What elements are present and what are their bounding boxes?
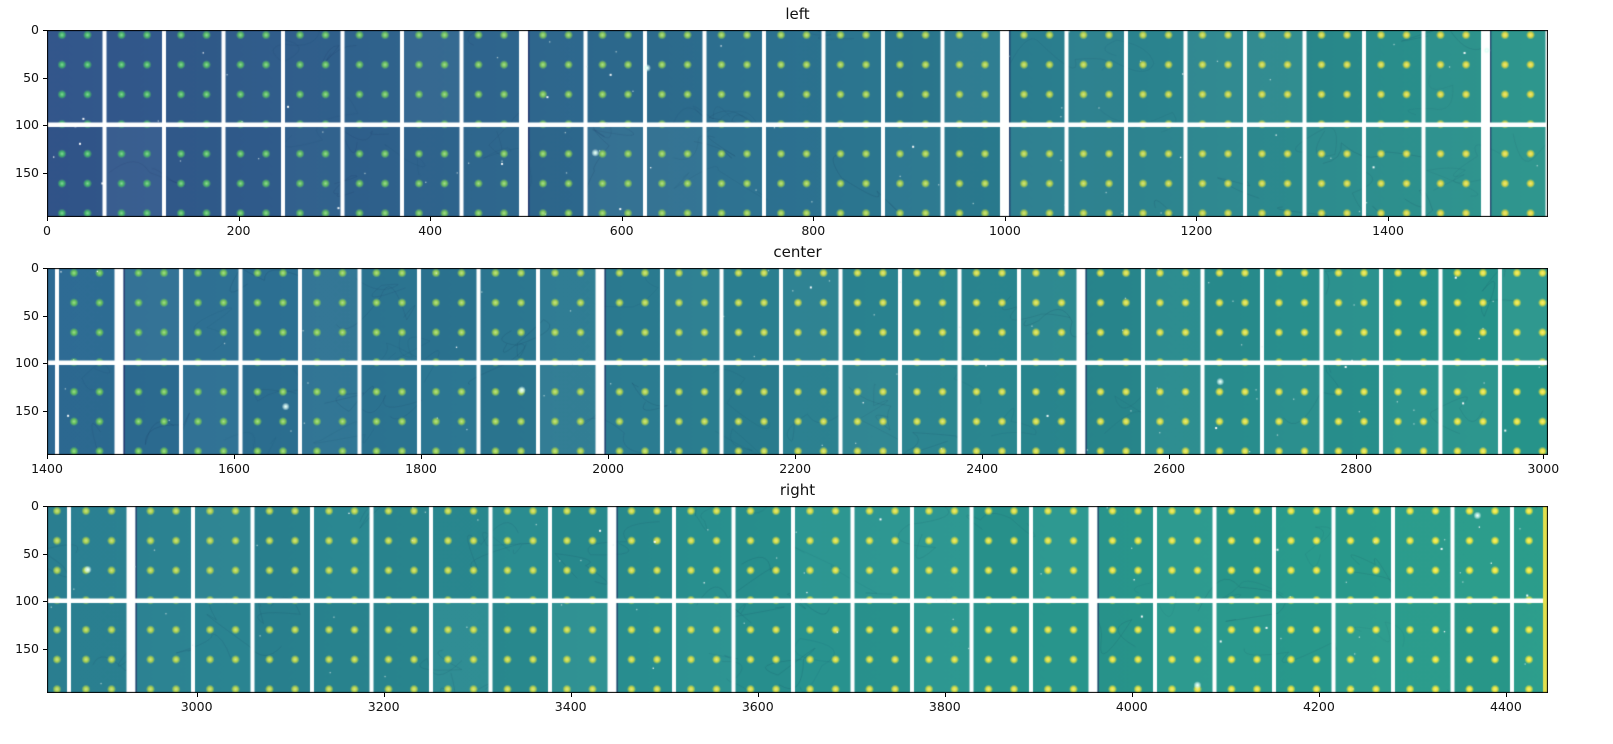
panel-center-title: center bbox=[773, 243, 822, 261]
x-tick-label: 600 bbox=[609, 223, 634, 238]
x-tick-label: 2800 bbox=[1340, 461, 1373, 476]
x-tick-mark bbox=[757, 693, 759, 697]
y-tick-mark bbox=[43, 30, 47, 31]
x-tick-mark bbox=[982, 455, 984, 459]
x-tick-label: 1400 bbox=[1372, 223, 1404, 238]
x-tick-label: 800 bbox=[801, 223, 826, 238]
x-tick-label: 400 bbox=[418, 223, 443, 238]
panel-left-image bbox=[47, 30, 1548, 217]
x-tick-mark bbox=[570, 693, 572, 697]
x-tick-mark bbox=[47, 217, 48, 221]
panel-center-image bbox=[47, 268, 1548, 455]
y-tick-label: 50 bbox=[23, 69, 39, 85]
y-tick-label: 100 bbox=[15, 593, 39, 609]
panel-center: center 1400 1600 1800 2000 2200 2400 2600 2800 3… bbox=[0, 238, 1613, 476]
panel-right: right 3000 3200 3400 3600 3800 4000 4200 4400 0 5… bbox=[0, 476, 1613, 714]
y-tick-label: 50 bbox=[23, 545, 39, 561]
x-tick-label: 3200 bbox=[367, 699, 400, 714]
x-tick-label: 1800 bbox=[405, 461, 437, 476]
x-tick-mark bbox=[1505, 693, 1507, 697]
x-tick-label: 1400 bbox=[31, 461, 63, 476]
x-tick-mark bbox=[795, 455, 797, 459]
x-tick-mark bbox=[813, 217, 815, 221]
y-tick-label: 150 bbox=[15, 641, 39, 657]
x-tick-label: 2600 bbox=[1153, 461, 1186, 476]
y-tick-label: 100 bbox=[15, 355, 39, 371]
x-tick-mark bbox=[1004, 217, 1006, 221]
y-tick-mark bbox=[43, 411, 47, 413]
x-tick-label: 1200 bbox=[1180, 223, 1213, 238]
x-tick-mark bbox=[621, 217, 623, 221]
y-tick-mark bbox=[43, 363, 47, 365]
x-tick-label: 3000 bbox=[1527, 461, 1560, 476]
x-tick-label: 2200 bbox=[779, 461, 812, 476]
x-tick-label: 4400 bbox=[1490, 699, 1522, 714]
x-tick-mark bbox=[234, 455, 236, 459]
y-tick-mark bbox=[43, 77, 47, 79]
x-tick-label: 4000 bbox=[1115, 699, 1148, 714]
y-tick-label: 0 bbox=[31, 260, 39, 275]
y-tick-mark bbox=[43, 125, 47, 127]
x-tick-label: 3400 bbox=[554, 699, 587, 714]
x-tick-mark bbox=[430, 217, 432, 221]
y-tick-mark bbox=[43, 601, 47, 603]
x-tick-mark bbox=[1131, 693, 1133, 697]
x-tick-label: 3600 bbox=[741, 699, 774, 714]
y-tick-label: 100 bbox=[15, 117, 39, 133]
x-tick-mark bbox=[421, 455, 423, 459]
x-tick-label: 200 bbox=[226, 223, 251, 238]
y-tick-mark bbox=[43, 173, 47, 175]
y-tick-label: 0 bbox=[31, 22, 39, 37]
x-tick-label: 2400 bbox=[966, 461, 999, 476]
y-tick-label: 150 bbox=[15, 165, 39, 181]
y-tick-mark bbox=[43, 315, 47, 317]
x-tick-label: 1000 bbox=[988, 223, 1021, 238]
x-tick-mark bbox=[608, 455, 610, 459]
panel-center-plot: 1400 1600 1800 2000 2200 2400 2600 2800 3000 0 50 1… bbox=[15, 260, 1559, 476]
y-tick-mark bbox=[43, 649, 47, 651]
panel-left: left 0 200 400 600 800 1000 1200 1400 0 50 100 150 bbox=[0, 0, 1613, 238]
y-tick-label: 50 bbox=[23, 307, 39, 323]
x-tick-label: 0 bbox=[43, 223, 51, 238]
x-tick-mark bbox=[196, 693, 198, 697]
panel-left-plot: 0 200 400 600 800 1000 1200 1400 0 50 100 150 bbox=[15, 22, 1548, 238]
x-tick-mark bbox=[944, 693, 946, 697]
x-tick-mark bbox=[1388, 217, 1390, 221]
x-tick-mark bbox=[1196, 217, 1198, 221]
y-tick-mark bbox=[43, 553, 47, 555]
y-tick-mark bbox=[43, 268, 47, 269]
panel-right-plot: 3000 3200 3400 3600 3800 4000 4200 4400 0 50 100 15… bbox=[15, 498, 1548, 714]
x-tick-label: 4200 bbox=[1302, 699, 1335, 714]
panel-right-title: right bbox=[779, 481, 816, 499]
x-tick-label: 2000 bbox=[592, 461, 625, 476]
y-tick-label: 150 bbox=[15, 403, 39, 419]
panel-left-title: left bbox=[785, 5, 810, 23]
x-tick-label: 1600 bbox=[218, 461, 250, 476]
x-tick-mark bbox=[238, 217, 240, 221]
x-tick-mark bbox=[383, 693, 385, 697]
y-tick-label: 0 bbox=[31, 498, 39, 513]
x-tick-mark bbox=[1356, 455, 1358, 459]
x-tick-mark bbox=[1318, 693, 1320, 697]
x-tick-mark bbox=[1169, 455, 1171, 459]
x-tick-label: 3800 bbox=[928, 699, 961, 714]
panel-right-image bbox=[47, 506, 1548, 693]
x-tick-mark bbox=[47, 455, 48, 459]
y-tick-mark bbox=[43, 506, 47, 507]
x-tick-label: 3000 bbox=[180, 699, 213, 714]
x-tick-mark bbox=[1543, 455, 1545, 459]
